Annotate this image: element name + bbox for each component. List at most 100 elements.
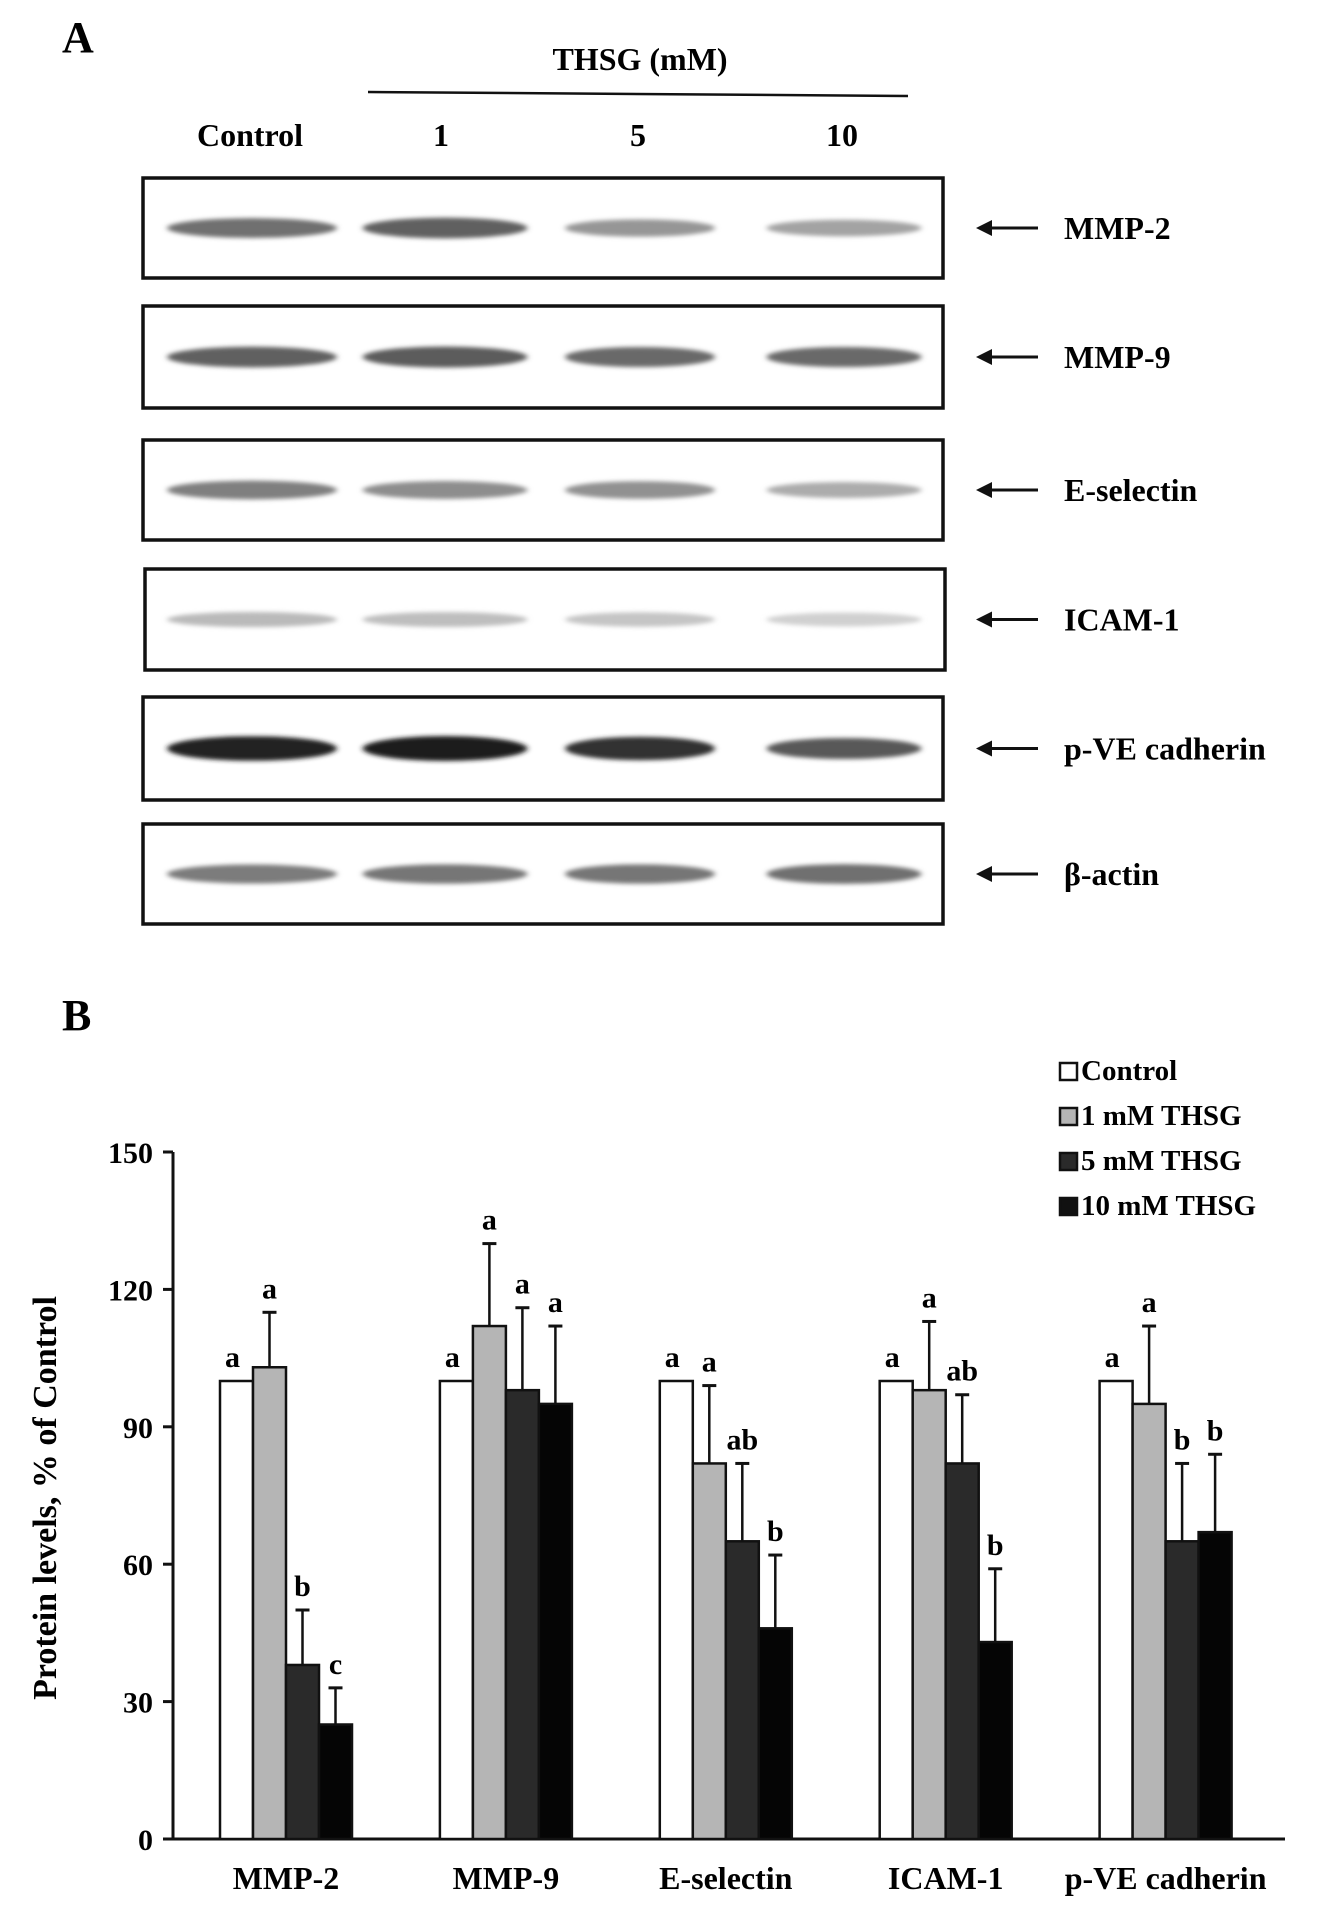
blot-label-mmp-2: MMP-2 xyxy=(1064,210,1171,246)
y-axis-title: Protein levels, % of Control xyxy=(27,1296,64,1700)
bar-mmp-2-5-mm-thsg xyxy=(284,1663,321,1841)
blot-label-p-ve-cadherin: p-VE cadherin xyxy=(1064,731,1266,767)
lane-label-control: Control xyxy=(197,117,303,153)
y-tick-label-0: 0 xyxy=(138,1824,153,1857)
arrow-head-mmp-2 xyxy=(976,220,992,236)
sig-letter-e-selectin-s2: a xyxy=(702,1346,717,1379)
band-p-ve-cadherin-lane-3 xyxy=(565,736,715,761)
band-mmp-9-lane-4 xyxy=(766,346,922,368)
band-p-ve-cadherin-lane-4 xyxy=(766,737,922,760)
lane-label-10: 10 xyxy=(826,117,858,153)
sig-letter-icam-1-s3: ab xyxy=(946,1355,978,1388)
band-e-selectin-lane-3 xyxy=(565,481,715,499)
sig-letter-p-ve-cadherin-s4: b xyxy=(1207,1414,1224,1447)
sig-letter-mmp-9-s1: a xyxy=(445,1341,460,1374)
bar-icam-1-5-mm-thsg xyxy=(944,1462,980,1841)
sig-letter-mmp-2-s3: b xyxy=(294,1570,311,1603)
blot-label-mmp-9: MMP-9 xyxy=(1064,339,1171,375)
bar-mmp-9-5-mm-thsg xyxy=(504,1388,541,1841)
band-icam-1-lane-1 xyxy=(167,611,337,628)
band-mmp-9-lane-1 xyxy=(167,346,337,368)
sig-letter-e-selectin-s4: b xyxy=(767,1515,784,1548)
sig-letter-icam-1-s4: b xyxy=(987,1529,1004,1562)
legend-swatch-10-mm-thsg xyxy=(1058,1196,1079,1217)
band-mmp-2-lane-1 xyxy=(167,218,337,238)
sig-letter-mmp-9-s2: a xyxy=(482,1204,497,1237)
x-tick-label-e-selectin: E-selectin xyxy=(659,1860,793,1896)
arrow-head-e-selectin xyxy=(976,482,992,498)
band-actin-lane-4 xyxy=(766,864,922,884)
legend-swatch-control xyxy=(1058,1061,1079,1082)
bar-p-ve-cadherin-control xyxy=(1098,1379,1134,1841)
band-mmp-9-lane-2 xyxy=(362,346,528,368)
panel-a-label: A xyxy=(62,13,94,62)
sig-letter-mmp-2-s4: c xyxy=(329,1648,342,1681)
legend-swatch-1-mm-thsg xyxy=(1058,1106,1079,1127)
blot-label-icam-1: ICAM-1 xyxy=(1064,602,1180,638)
arrow-head-mmp-9 xyxy=(976,349,992,365)
bar-e-selectin-1-mm-thsg xyxy=(691,1462,728,1841)
treatment-label: THSG (mM) xyxy=(552,41,727,77)
band-e-selectin-lane-1 xyxy=(167,480,337,500)
band-mmp-2-lane-4 xyxy=(766,219,922,237)
band-mmp-2-lane-2 xyxy=(362,217,528,239)
band-icam-1-lane-3 xyxy=(565,612,715,627)
band-mmp-2-lane-3 xyxy=(565,219,715,237)
bar-mmp-2-1-mm-thsg xyxy=(251,1366,288,1841)
y-tick-label-120: 120 xyxy=(108,1274,153,1307)
bar-icam-1-control xyxy=(878,1379,914,1841)
sig-letter-p-ve-cadherin-s1: a xyxy=(1105,1341,1120,1374)
bar-p-ve-cadherin-1-mm-thsg xyxy=(1131,1402,1167,1841)
band-p-ve-cadherin-lane-2 xyxy=(362,736,528,761)
treatment-bracket xyxy=(367,90,909,98)
bar-e-selectin-control xyxy=(658,1379,695,1841)
blot-label-e-selectin: E-selectin xyxy=(1064,472,1198,508)
band-actin-lane-2 xyxy=(362,864,528,884)
sig-letter-e-selectin-s1: a xyxy=(665,1341,680,1374)
band-icam-1-lane-2 xyxy=(362,612,528,627)
sig-letter-mmp-2-s2: a xyxy=(262,1272,277,1305)
bar-e-selectin-5-mm-thsg xyxy=(724,1540,761,1841)
band-p-ve-cadherin-lane-1 xyxy=(167,736,337,761)
bar-chart: Protein levels, % of Control 0 30 60 90 120 1… xyxy=(27,1137,1285,1896)
sig-letter-icam-1-s1: a xyxy=(885,1341,900,1374)
sig-letter-p-ve-cadherin-s3: b xyxy=(1174,1423,1191,1456)
sig-letter-p-ve-cadherin-s2: a xyxy=(1142,1286,1157,1319)
y-tick-label-150: 150 xyxy=(108,1137,153,1170)
legend-label-5-mm-thsg: 5 mM THSG xyxy=(1081,1145,1242,1177)
band-actin-lane-3 xyxy=(565,864,715,884)
legend-label-control: Control xyxy=(1081,1055,1177,1087)
legend-label-10-mm-thsg: 10 mM THSG xyxy=(1081,1190,1256,1222)
band-actin-lane-1 xyxy=(167,864,337,884)
bar-mmp-9-control xyxy=(438,1379,475,1841)
sig-letter-e-selectin-s3: ab xyxy=(726,1423,758,1456)
legend: Control 1 mM THSG 5 mM THSG 10 mM THSG xyxy=(1058,1055,1256,1222)
arrow-head-icam-1 xyxy=(976,611,992,628)
bar-icam-1-10-mm-thsg xyxy=(977,1640,1013,1841)
western-blots: MMP-2 MMP-9 E-selectin ICAM-1 p-VE cadherin β… xyxy=(141,176,1266,926)
arrow-head-actin xyxy=(976,866,992,882)
band-mmp-9-lane-3 xyxy=(565,346,715,368)
sig-letter-mmp-9-s3: a xyxy=(515,1268,530,1301)
lane-label-5: 5 xyxy=(630,117,646,153)
legend-label-1-mm-thsg: 1 mM THSG xyxy=(1081,1100,1242,1132)
x-tick-label-icam-1: ICAM-1 xyxy=(888,1860,1004,1896)
band-icam-1-lane-4 xyxy=(766,612,922,627)
y-tick-label-30: 30 xyxy=(123,1687,153,1720)
sig-letter-icam-1-s2: a xyxy=(922,1281,937,1314)
band-e-selectin-lane-2 xyxy=(362,481,528,499)
bar-e-selectin-10-mm-thsg xyxy=(757,1627,794,1841)
arrow-head-p-ve-cadherin xyxy=(976,740,992,757)
x-tick-label-mmp-2: MMP-2 xyxy=(233,1860,340,1896)
legend-swatch-5-mm-thsg xyxy=(1058,1151,1079,1172)
blot-label-actin: β-actin xyxy=(1064,856,1159,892)
panel-b-label: B xyxy=(62,991,91,1040)
sig-letter-mmp-9-s4: a xyxy=(548,1286,563,1319)
lane-label-1: 1 xyxy=(433,117,449,153)
bar-mmp-2-control xyxy=(218,1379,255,1841)
bar-mmp-2-10-mm-thsg xyxy=(317,1723,354,1841)
bar-icam-1-1-mm-thsg xyxy=(911,1388,947,1841)
y-tick-label-60: 60 xyxy=(123,1549,153,1582)
bar-p-ve-cadherin-10-mm-thsg xyxy=(1197,1530,1233,1841)
